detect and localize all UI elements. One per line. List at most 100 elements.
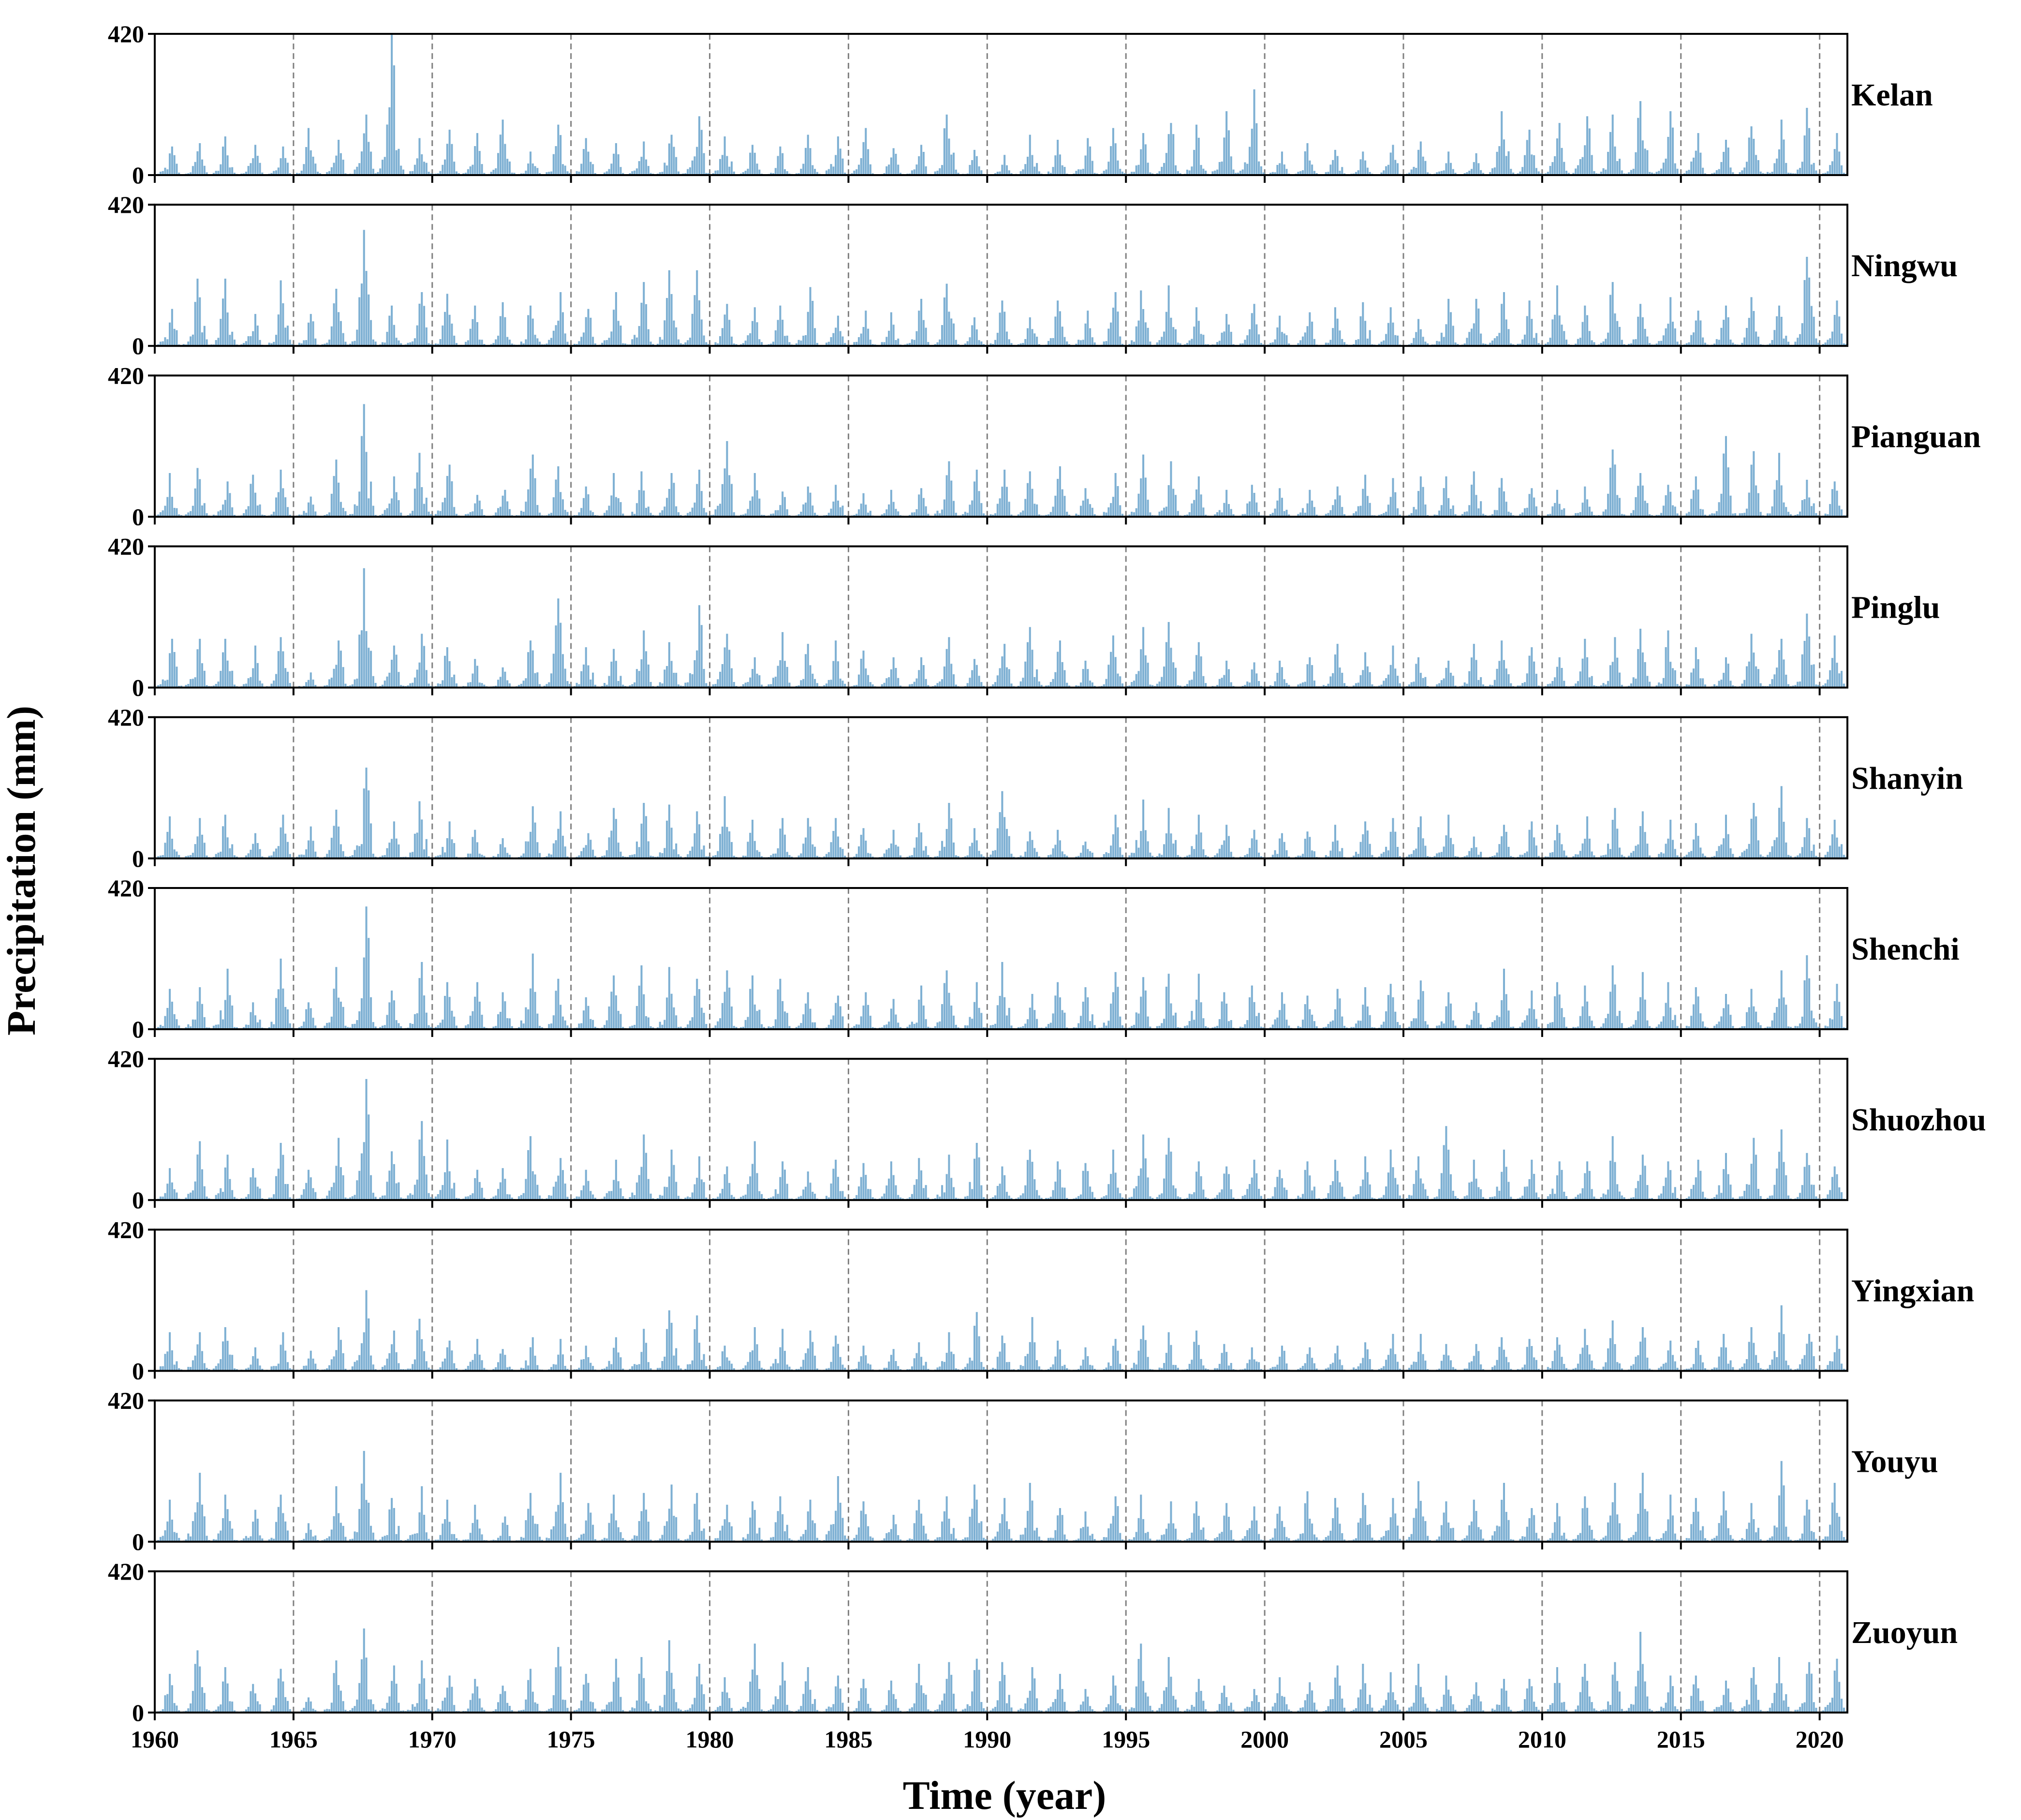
bar-pinglu-2011-4 (1577, 681, 1579, 688)
bar-shenchi-2009-4 (1521, 1022, 1524, 1029)
bar-pianguan-2010-7 (1556, 489, 1558, 517)
bar-pianguan-1998-7 (1223, 503, 1225, 517)
bar-shanyin-1967-8 (365, 768, 368, 858)
bar-pianguan-1970-8 (448, 464, 451, 517)
bar-kelan-1979-5 (691, 160, 693, 175)
bar-ningwu-1999-3 (1241, 343, 1244, 346)
bar-shanyin-2004-9 (1394, 831, 1397, 858)
bar-ningwu-1991-3 (1019, 343, 1022, 346)
bar-ningwu-1990-3 (992, 344, 994, 346)
bar-shenchi-1997-8 (1197, 974, 1200, 1029)
bar-shenchi-1982-10 (786, 1013, 788, 1029)
bar-ningwu-2016-11 (1732, 342, 1734, 346)
bar-pinglu-1980-8 (726, 634, 728, 688)
bar-shenchi-1985-8 (865, 992, 867, 1029)
bar-ningwu-1965-8 (310, 314, 312, 346)
bar-pianguan-1973-4 (522, 512, 525, 517)
bar-shenchi-2019-2 (1794, 1026, 1797, 1029)
bar-pianguan-2016-8 (1725, 436, 1727, 517)
bar-pianguan-2000-11 (1288, 514, 1290, 517)
bar-pianguan-1978-9 (673, 483, 675, 517)
bar-kelan-1976-10 (620, 167, 622, 175)
bar-shanyin-2020-11 (1843, 855, 1845, 858)
bar-shanyin-1974-11 (566, 856, 569, 858)
bar-kelan-2001-10 (1313, 171, 1315, 175)
bar-pianguan-1969-8 (421, 487, 423, 517)
bar-ningwu-1990-4 (994, 340, 997, 346)
bar-ningwu-2011-10 (1591, 340, 1593, 346)
bar-pinglu-1976-7 (613, 649, 615, 688)
bar-shanyin-2010-9 (1561, 844, 1563, 858)
bar-pinglu-1995-12 (1151, 685, 1154, 688)
bar-pianguan-1971-4 (467, 514, 469, 517)
bar-ningwu-1973-6 (527, 315, 530, 346)
bar-pianguan-2007-5 (1468, 505, 1471, 517)
bar-shenchi-1978-12 (679, 1026, 682, 1029)
bar-ningwu-1967-12 (374, 341, 377, 346)
bar-kelan-2016-4 (1715, 170, 1718, 175)
bar-pinglu-2017-9 (1755, 666, 1757, 688)
bar-kelan-2016-3 (1713, 172, 1716, 175)
bar-kelan-1972-6 (499, 134, 502, 175)
bar-shenchi-1986-5 (885, 1024, 888, 1029)
bar-ningwu-1960-9 (173, 328, 176, 346)
bar-pianguan-1990-7 (1001, 487, 1003, 517)
bar-pinglu-1974-11 (566, 681, 569, 688)
bars-shanyin (155, 768, 1847, 858)
bar-shuozhou-1987-11 (927, 1198, 929, 1200)
bar-shenchi-1964-4 (273, 1024, 275, 1029)
bar-pianguan-1994-7 (1112, 497, 1114, 517)
bar-pinglu-2019-7 (1806, 613, 1808, 688)
bar-pianguan-2006-9 (1449, 509, 1452, 517)
bar-kelan-1972-2 (490, 172, 492, 175)
bar-shenchi-1974-3 (548, 1024, 550, 1029)
bar-shanyin-1976-5 (608, 837, 610, 858)
bar-shanyin-1978-3 (659, 852, 661, 858)
bar-shanyin-1969-8 (421, 819, 423, 858)
bar-ningwu-1998-8 (1225, 314, 1228, 346)
bar-pianguan-1995-2 (1128, 514, 1131, 517)
bar-ningwu-1962-10 (231, 331, 234, 346)
bar-pianguan-1964-8 (282, 488, 284, 517)
bar-shuozhou-1969-3 (409, 1193, 412, 1200)
bar-pianguan-1970-11 (455, 514, 458, 517)
bar-kelan-2006-3 (1436, 172, 1438, 175)
bar-pianguan-1960-7 (169, 473, 171, 517)
bar-pinglu-2009-7 (1528, 655, 1531, 688)
bar-ningwu-2015-10 (1702, 337, 1704, 346)
bar-shenchi-2018-9 (1783, 997, 1785, 1029)
bar-pianguan-1967-11 (372, 505, 374, 517)
bar-pianguan-2010-10 (1563, 508, 1565, 517)
bars-shuozhou (155, 1079, 1847, 1200)
bar-ningwu-1983-6 (804, 335, 807, 346)
bar-ningwu-1999-9 (1255, 324, 1258, 346)
bar-shanyin-1994-11 (1121, 855, 1124, 858)
bar-shanyin-2012-10 (1618, 847, 1621, 858)
bar-ningwu-1980-8 (726, 304, 728, 346)
bar-kelan-1988-10 (952, 152, 955, 175)
bar-kelan-1964-4 (273, 171, 275, 175)
bar-pinglu-1963-4 (245, 683, 247, 688)
bar-ningwu-1985-6 (860, 333, 862, 346)
bar-shenchi-1986-6 (888, 1021, 890, 1029)
bar-shanyin-1984-11 (844, 856, 846, 858)
bar-ningwu-1979-12 (708, 344, 710, 346)
bar-shenchi-1967-7 (363, 957, 365, 1029)
bar-kelan-1998-9 (1227, 130, 1230, 175)
bar-pinglu-1994-7 (1112, 635, 1114, 688)
bar-shenchi-1968-9 (395, 1020, 398, 1029)
bar-kelan-1978-10 (675, 157, 678, 175)
bar-shanyin-1995-5 (1135, 840, 1137, 858)
bar-ningwu-2010-4 (1549, 338, 1551, 346)
bar-ningwu-1974-6 (555, 325, 557, 346)
bar-kelan-2002-5 (1329, 164, 1332, 175)
bar-pinglu-1977-4 (634, 682, 636, 688)
bar-pinglu-1982-7 (779, 660, 782, 688)
bar-pinglu-2000-11 (1288, 684, 1290, 688)
bar-pianguan-1985-7 (862, 493, 865, 517)
bar-kelan-1980-8 (726, 156, 728, 175)
bar-ningwu-1965-4 (300, 343, 303, 346)
bar-shenchi-1990-6 (999, 996, 1001, 1029)
bar-shenchi-1969-7 (418, 978, 421, 1029)
bar-kelan-2001-9 (1311, 164, 1313, 175)
